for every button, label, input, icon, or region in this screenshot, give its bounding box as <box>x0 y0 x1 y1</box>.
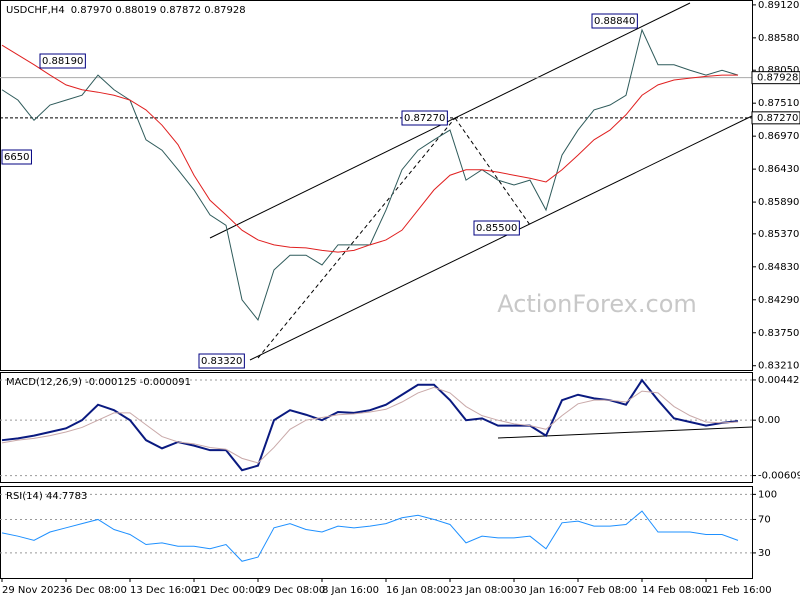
y-tick-label: 0.85890 <box>758 197 799 208</box>
y-tick-label: 0.89120 <box>758 0 799 11</box>
price-annotation: 6650 <box>4 152 29 163</box>
x-tick-label: 23 Jan 08:00 <box>450 585 513 596</box>
x-tick-label: 14 Feb 08:00 <box>642 585 708 596</box>
y-tick-label: 0.86970 <box>758 131 799 142</box>
y-tick-label: 0.86430 <box>758 164 799 175</box>
price-annotation: 0.83320 <box>201 356 242 367</box>
price-annotation: 0.88840 <box>594 16 635 27</box>
series-line <box>1 28 739 321</box>
channel-line <box>249 115 753 361</box>
x-tick-label: 21 Feb 16:00 <box>706 585 772 596</box>
x-tick-label: 30 Jan 16:00 <box>514 585 577 596</box>
trend-line <box>497 426 753 439</box>
annotation-box <box>473 220 520 236</box>
x-tick-label: 13 Dec 16:00 <box>130 585 197 596</box>
y-tick-label: 0.87510 <box>758 98 799 109</box>
price-annotation: 0.88190 <box>42 56 83 67</box>
y-tick-label: 0.84830 <box>758 262 799 273</box>
price-annotation: 0.87270 <box>404 113 445 124</box>
panel-subtitle: 0.87970 0.88019 0.87872 0.87928 <box>71 5 246 16</box>
channel-line <box>209 2 691 239</box>
price-panel <box>0 0 753 371</box>
x-tick-label: 21 Dec 00:00 <box>194 585 261 596</box>
x-tick-label: 29 Nov 2023 <box>2 585 66 596</box>
series-line <box>1 510 739 562</box>
swing-line <box>257 117 456 359</box>
annotation-box <box>591 13 638 29</box>
level-box <box>751 111 800 125</box>
series-line <box>1 378 739 472</box>
annotation-box <box>39 53 86 69</box>
y-tick-label: 0.88050 <box>758 65 799 76</box>
macd-panel <box>0 372 753 483</box>
x-tick-label: 16 Jan 08:00 <box>386 585 449 596</box>
y-tick-label: -0.006092 <box>758 471 800 482</box>
annotation-box <box>401 110 448 126</box>
x-tick-label: 6 Dec 08:00 <box>66 585 127 596</box>
watermark: ActionForex.com <box>497 290 697 318</box>
annotation-box <box>1 149 32 165</box>
x-tick-label: 29 Dec 08:00 <box>258 585 325 596</box>
y-tick-label: 0.85370 <box>758 229 799 240</box>
y-tick-label: 30 <box>758 548 771 559</box>
panel-title: USDCHF,H4 <box>6 5 65 16</box>
x-tick-label: 8 Jan 16:00 <box>322 585 379 596</box>
panel-title: RSI(14) 44.7783 <box>6 491 87 502</box>
level-label: 0.87928 <box>757 73 798 84</box>
level-label: 0.87270 <box>757 113 798 124</box>
y-tick-label: 0.83750 <box>758 328 799 339</box>
y-tick-label: 0.004425 <box>758 375 800 386</box>
y-tick-label: 0.84290 <box>758 295 799 306</box>
series-line <box>1 44 738 253</box>
panel-title: MACD(12,26,9) -0.000125 -0.000091 <box>6 377 191 388</box>
rsi-panel <box>0 486 753 579</box>
price-annotation: 0.85500 <box>476 223 517 234</box>
y-tick-label: 0.00 <box>758 415 780 426</box>
y-tick-label: 0.88580 <box>758 33 799 44</box>
y-tick-label: 70 <box>758 514 771 525</box>
level-box <box>751 71 800 85</box>
x-tick-label: 7 Feb 08:00 <box>578 585 637 596</box>
y-tick-label: 0.83210 <box>758 361 799 372</box>
series-line <box>1 386 739 464</box>
y-tick-label: 100 <box>758 489 777 500</box>
annotation-box <box>198 353 245 369</box>
